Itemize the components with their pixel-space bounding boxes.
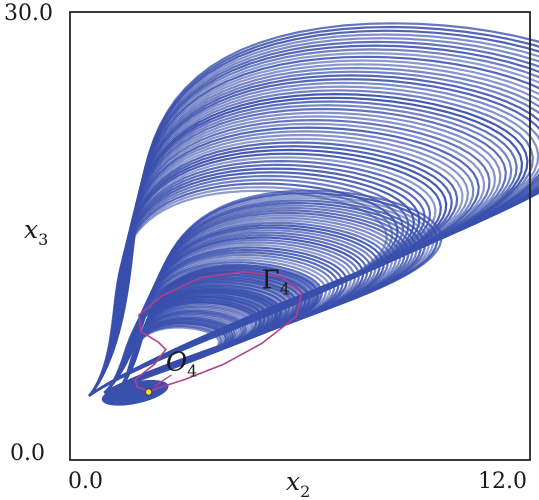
y-axis-label: x3 [24, 215, 48, 249]
annotation-gamma4-subscript: 4 [280, 279, 290, 298]
y-tick-label-bottom: 0.0 [10, 441, 45, 466]
equilibrium-point-o4 [145, 389, 151, 395]
annotation-o4-subscript: 4 [187, 361, 197, 380]
annotation-o4-base: O [166, 347, 187, 377]
attractor-bands [89, 23, 539, 410]
x-tick-label-right: 12.0 [478, 469, 527, 494]
y-axis-label-subscript: 3 [38, 230, 48, 249]
annotation-o4: O4 [166, 347, 198, 380]
x-tick-label-left: 0.0 [68, 469, 103, 494]
x-axis-label: x2 [286, 467, 310, 500]
y-tick-label-top: 30.0 [4, 1, 53, 26]
y-axis-label-base: x [24, 215, 38, 244]
annotation-gamma4-base: Γ [262, 265, 280, 295]
x-axis-label-subscript: 2 [300, 482, 310, 500]
x-axis-label-base: x [286, 467, 300, 496]
